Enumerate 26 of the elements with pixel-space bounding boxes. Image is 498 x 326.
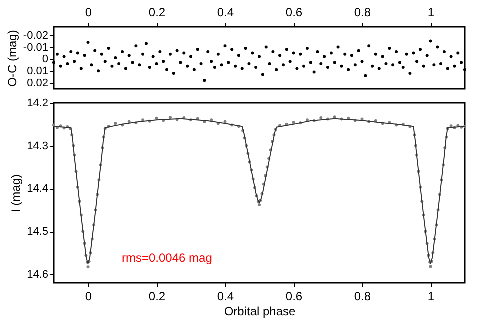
x-tick-label: 0 bbox=[85, 6, 92, 20]
x-tick-label: 0.4 bbox=[217, 290, 234, 304]
x-tick-label: 0.6 bbox=[286, 6, 303, 20]
x-tick-label: 0.4 bbox=[217, 6, 234, 20]
y-tick-label: 14.2 bbox=[27, 98, 48, 110]
x-tick-label: 1 bbox=[428, 6, 435, 20]
y-tick-label: 14.6 bbox=[27, 268, 48, 281]
y-tick-label: 0.01 bbox=[27, 66, 48, 78]
x-axis-title: Orbital phase bbox=[224, 304, 296, 318]
y-axis-title: I (mag) bbox=[9, 174, 24, 213]
y-tick-label: -0.02 bbox=[23, 30, 48, 42]
x-tick-label: 0.8 bbox=[354, 6, 372, 20]
x-tick-label: 0.2 bbox=[148, 290, 166, 304]
y-tick-label: 0.02 bbox=[27, 78, 48, 90]
y-axis-title: O-C (mag) bbox=[5, 30, 20, 87]
y-tick-label: -0.01 bbox=[23, 42, 48, 54]
x-tick-label: 1 bbox=[428, 290, 435, 304]
x-tick-label: 0 bbox=[85, 290, 92, 304]
y-tick-label: 14.5 bbox=[27, 226, 48, 238]
x-tick-label: 0.2 bbox=[148, 6, 166, 20]
y-tick-label: 0 bbox=[42, 54, 48, 66]
y-tick-label: 14.3 bbox=[27, 140, 48, 152]
y-tick-label: 14.4 bbox=[27, 183, 48, 196]
x-tick-label: 0.6 bbox=[286, 290, 303, 304]
annotation: rms=0.0046 mag bbox=[122, 251, 212, 265]
x-tick-label: 0.8 bbox=[354, 290, 372, 304]
